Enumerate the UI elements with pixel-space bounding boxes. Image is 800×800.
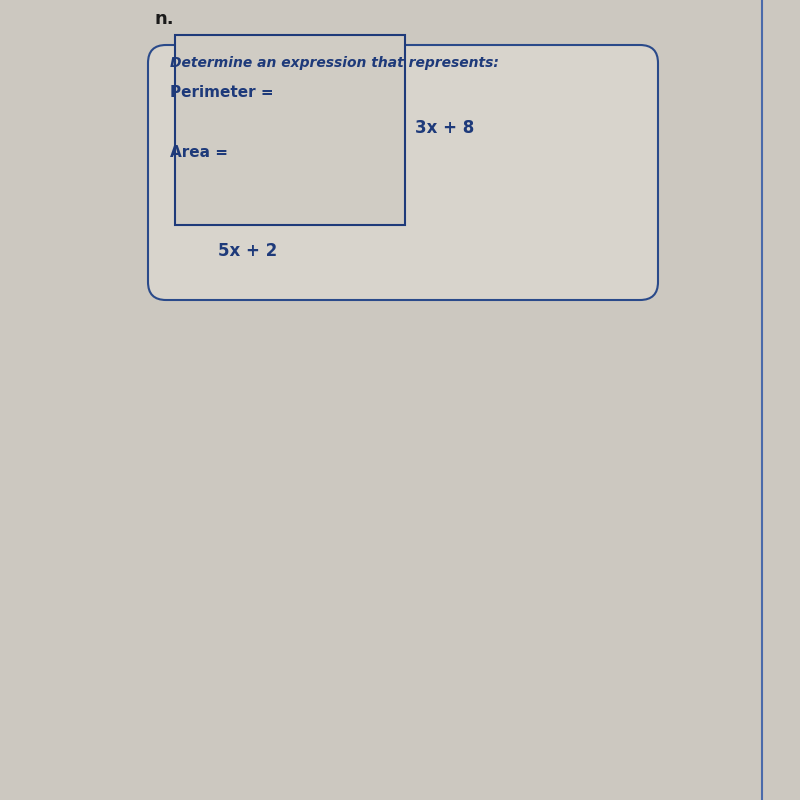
Bar — [175, 35, 405, 225]
Text: 5x + 2: 5x + 2 — [218, 242, 278, 260]
Text: Determine an expression that represents:: Determine an expression that represents: — [170, 56, 499, 70]
Text: Area =: Area = — [170, 145, 228, 160]
Text: Perimeter =: Perimeter = — [170, 85, 274, 100]
Text: n.: n. — [155, 10, 174, 28]
Text: 3x + 8: 3x + 8 — [415, 119, 474, 137]
FancyBboxPatch shape — [148, 45, 658, 300]
